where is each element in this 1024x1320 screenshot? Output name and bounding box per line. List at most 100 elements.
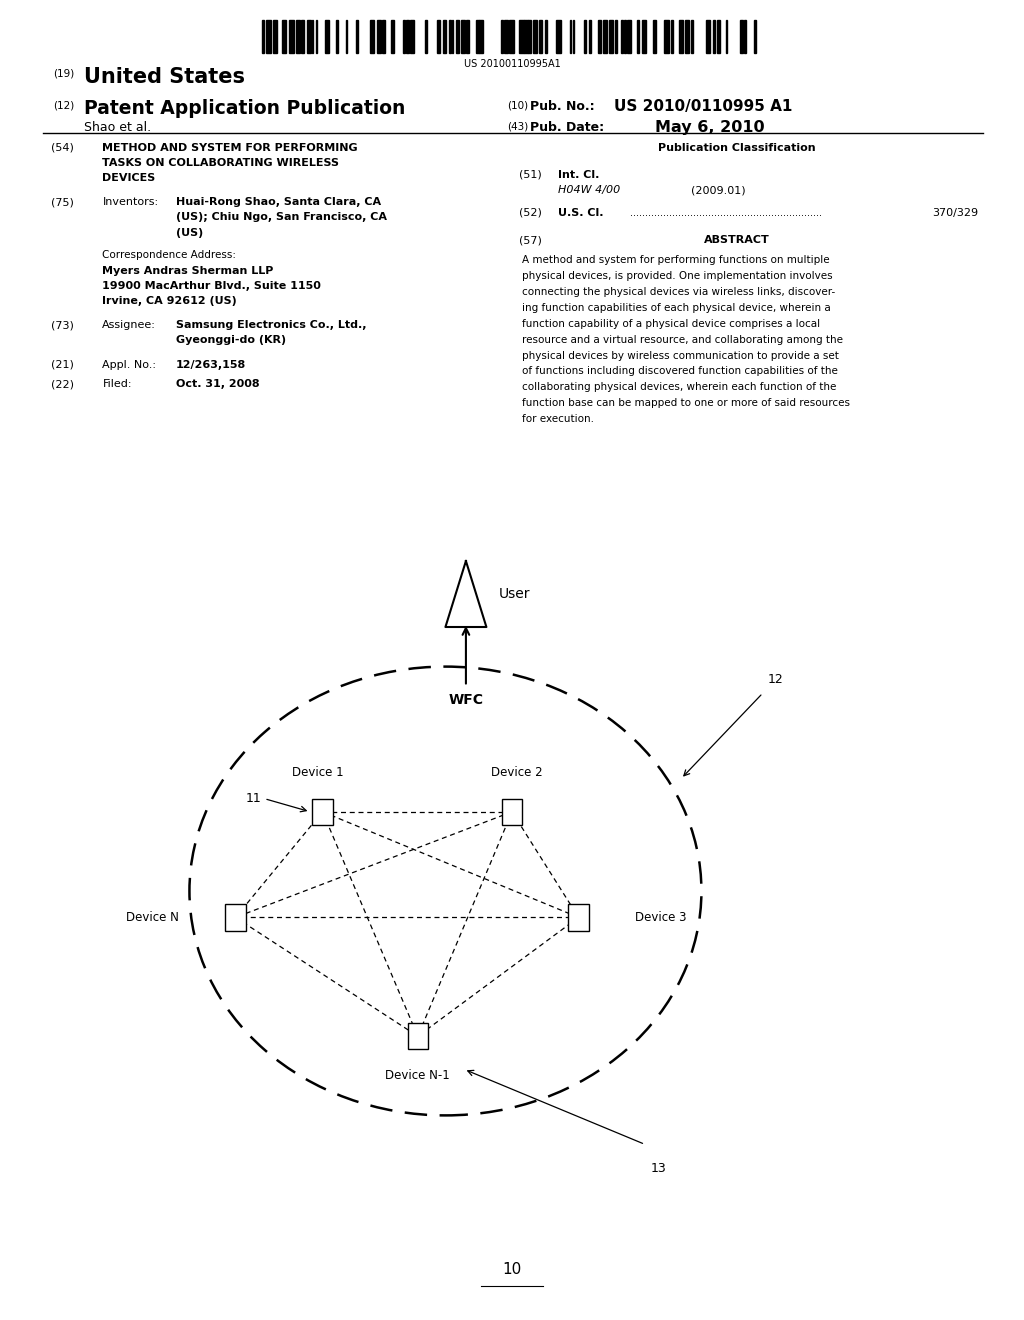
Bar	[743, 20, 745, 53]
Bar	[273, 20, 276, 53]
Text: of functions including discovered function capabilities of the: of functions including discovered functi…	[522, 367, 838, 376]
Text: (54): (54)	[51, 143, 74, 153]
Bar	[410, 20, 414, 53]
Bar	[296, 20, 300, 53]
Text: United States: United States	[84, 67, 245, 87]
Bar	[532, 20, 537, 53]
Bar	[540, 20, 542, 53]
Text: (52): (52)	[519, 207, 542, 218]
Bar	[519, 20, 523, 53]
Bar	[598, 20, 601, 53]
Bar	[642, 20, 646, 53]
Bar	[442, 20, 446, 53]
Bar	[301, 20, 304, 53]
Text: (51): (51)	[519, 170, 542, 180]
Text: Inventors:: Inventors:	[102, 197, 159, 207]
Text: Device 3: Device 3	[635, 911, 686, 924]
Bar	[315, 20, 316, 53]
Text: Gyeonggi-do (KR): Gyeonggi-do (KR)	[176, 335, 287, 346]
Bar	[407, 20, 409, 53]
Text: (22): (22)	[51, 379, 74, 389]
Bar	[476, 20, 479, 53]
Text: U.S. Cl.: U.S. Cl.	[558, 207, 603, 218]
Text: physical devices by wireless communication to provide a set: physical devices by wireless communicati…	[522, 351, 839, 360]
Text: Device N: Device N	[126, 911, 179, 924]
Text: Assignee:: Assignee:	[102, 321, 157, 330]
Bar	[717, 20, 720, 53]
Text: collaborating physical devices, wherein each function of the: collaborating physical devices, wherein …	[522, 383, 837, 392]
Text: Appl. No.:: Appl. No.:	[102, 359, 157, 370]
Bar	[312, 799, 333, 825]
Text: ing function capabilities of each physical device, wherein a: ing function capabilities of each physic…	[522, 302, 831, 313]
Text: Pub. Date:: Pub. Date:	[530, 121, 604, 135]
Bar	[425, 20, 427, 53]
Text: Int. Cl.: Int. Cl.	[558, 170, 599, 180]
Bar	[609, 20, 613, 53]
Text: METHOD AND SYSTEM FOR PERFORMING: METHOD AND SYSTEM FOR PERFORMING	[102, 143, 358, 153]
Text: Pub. No.:: Pub. No.:	[530, 100, 595, 114]
Bar	[569, 20, 571, 53]
Text: 10: 10	[503, 1262, 521, 1278]
Text: (19): (19)	[53, 69, 75, 79]
Text: Correspondence Address:: Correspondence Address:	[102, 251, 237, 260]
Text: function capability of a physical device comprises a local: function capability of a physical device…	[522, 318, 820, 329]
Text: (57): (57)	[519, 235, 542, 246]
Text: connecting the physical devices via wireless links, discover-: connecting the physical devices via wire…	[522, 286, 836, 297]
Text: Device 1: Device 1	[292, 766, 343, 779]
Text: ................................................................: ........................................…	[630, 207, 821, 218]
Bar	[466, 20, 469, 53]
Text: (12): (12)	[53, 100, 75, 111]
Bar	[502, 799, 522, 825]
Text: DEVICES: DEVICES	[102, 173, 156, 183]
Bar	[382, 20, 385, 53]
Bar	[289, 20, 294, 53]
Bar	[346, 20, 347, 53]
Bar	[225, 904, 246, 931]
Bar	[509, 20, 514, 53]
Text: WFC: WFC	[449, 693, 483, 706]
Bar	[685, 20, 689, 53]
Bar	[408, 1023, 428, 1049]
Bar	[265, 20, 270, 53]
Bar	[456, 20, 459, 53]
Text: Myers Andras Sherman LLP: Myers Andras Sherman LLP	[102, 265, 273, 276]
Text: Oct. 31, 2008: Oct. 31, 2008	[176, 379, 260, 389]
Text: H04W 4/00: H04W 4/00	[558, 185, 621, 195]
Text: 12: 12	[768, 673, 783, 686]
Text: Publication Classification: Publication Classification	[658, 143, 816, 153]
Bar	[545, 20, 547, 53]
Bar	[402, 20, 406, 53]
Bar	[603, 20, 607, 53]
Bar	[628, 20, 631, 53]
Text: 19900 MacArthur Blvd., Suite 1150: 19900 MacArthur Blvd., Suite 1150	[102, 281, 322, 290]
Bar	[713, 20, 715, 53]
Bar	[556, 20, 561, 53]
Bar	[524, 20, 527, 53]
Bar	[283, 20, 286, 53]
Text: US 20100110995A1: US 20100110995A1	[464, 59, 560, 70]
Text: 13: 13	[650, 1162, 666, 1175]
Text: May 6, 2010: May 6, 2010	[655, 120, 765, 135]
Bar	[671, 20, 673, 53]
Bar	[691, 20, 693, 53]
Bar	[449, 20, 451, 53]
Bar	[391, 20, 394, 53]
Text: (10): (10)	[507, 100, 528, 111]
Text: 370/329: 370/329	[932, 207, 978, 218]
Text: Device N-1: Device N-1	[385, 1069, 451, 1082]
Bar	[325, 20, 329, 53]
Text: Samsung Electronics Co., Ltd.,: Samsung Electronics Co., Ltd.,	[176, 321, 367, 330]
Bar	[615, 20, 617, 53]
Bar	[726, 20, 727, 53]
Text: (US); Chiu Ngo, San Francisco, CA: (US); Chiu Ngo, San Francisco, CA	[176, 213, 387, 222]
Bar	[625, 20, 626, 53]
Bar	[307, 20, 310, 53]
Text: Patent Application Publication: Patent Application Publication	[84, 99, 406, 117]
Text: (2009.01): (2009.01)	[691, 185, 745, 195]
Text: US 2010/0110995 A1: US 2010/0110995 A1	[614, 99, 793, 114]
Bar	[707, 20, 711, 53]
Text: function base can be mapped to one or more of said resources: function base can be mapped to one or mo…	[522, 399, 850, 408]
Bar	[589, 20, 591, 53]
Bar	[637, 20, 639, 53]
Bar	[479, 20, 483, 53]
